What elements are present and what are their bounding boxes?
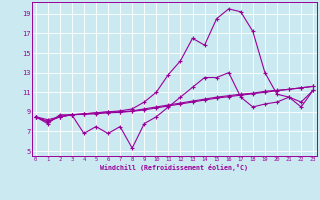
X-axis label: Windchill (Refroidissement éolien,°C): Windchill (Refroidissement éolien,°C) (100, 164, 248, 171)
